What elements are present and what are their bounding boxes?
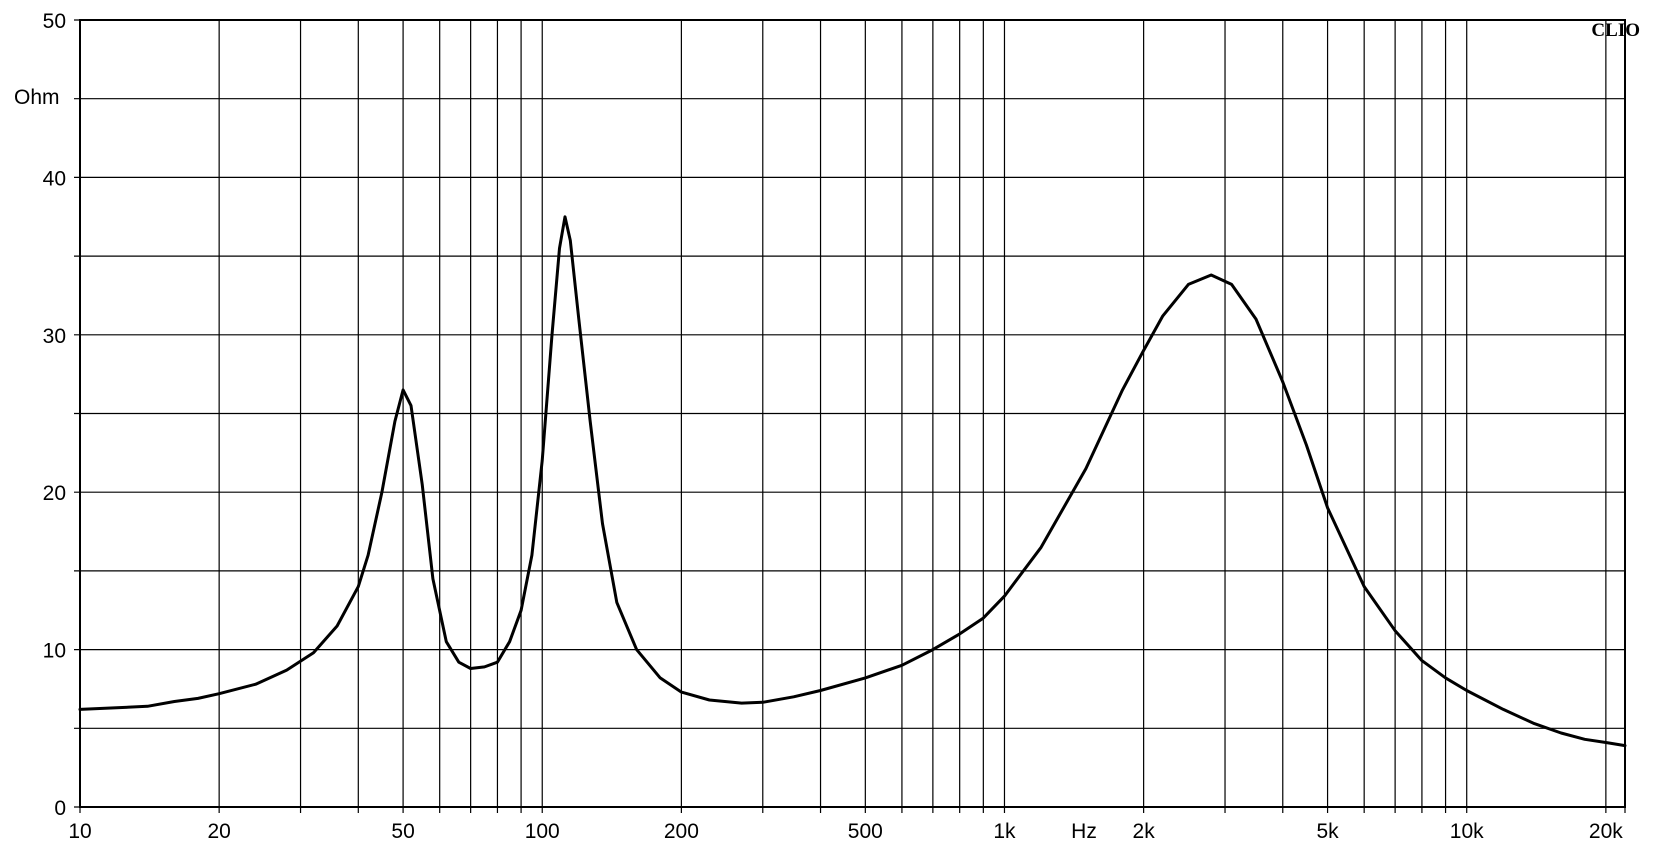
y-axis-label: Ohm <box>14 86 60 109</box>
x-tick-label: 20 <box>207 820 230 843</box>
impedance-curve <box>78 215 1627 748</box>
x-tick-label: 1k <box>993 820 1016 843</box>
x-tick-label: 5k <box>1316 820 1339 843</box>
y-tick-label: 0 <box>54 797 66 820</box>
y-tick-label: 30 <box>43 325 66 348</box>
plot-frame <box>79 19 1626 808</box>
y-tick-label: 50 <box>43 10 66 33</box>
y-tick-label: 40 <box>43 167 66 190</box>
x-tick-label: 10 <box>68 820 91 843</box>
x-tick-label: 10k <box>1450 820 1484 843</box>
y-tick-label: 20 <box>43 482 66 505</box>
y-tick-label: 10 <box>43 640 66 663</box>
x-tick-label: 200 <box>664 820 699 843</box>
x-tick-label: 100 <box>525 820 560 843</box>
x-tick-label: 20k <box>1589 820 1623 843</box>
x-tick-label: 2k <box>1133 820 1156 843</box>
x-tick-label: 500 <box>848 820 883 843</box>
x-tick-label: 50 <box>391 820 414 843</box>
x-axis-label: Hz <box>1071 820 1097 843</box>
clio-logo-text: CLIO <box>1591 20 1640 41</box>
